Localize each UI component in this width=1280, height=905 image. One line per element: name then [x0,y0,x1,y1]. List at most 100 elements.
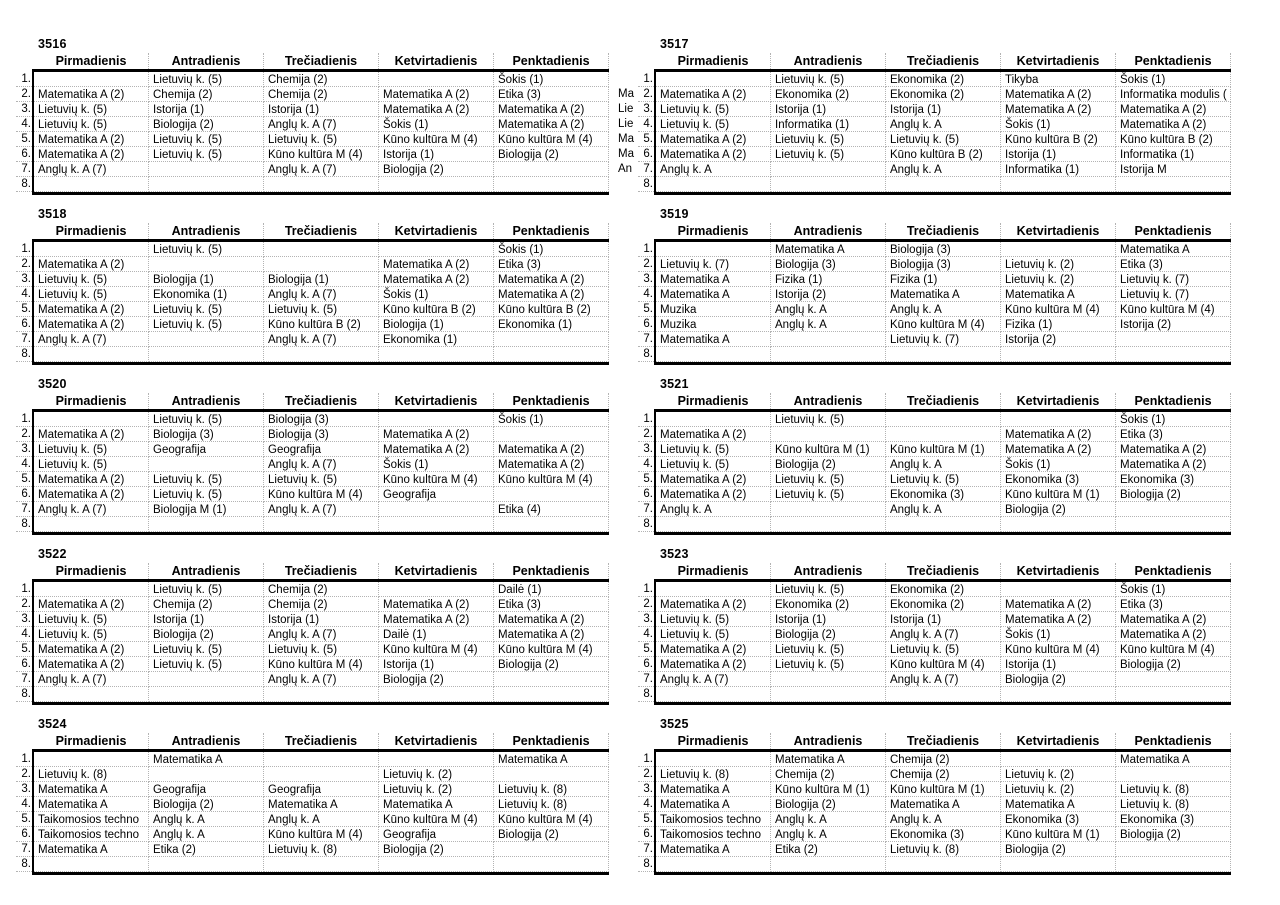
timetable-row: 6. Matematika A (2) Lietuvių k. (5) Kūno ku… [16,487,609,502]
timetable-cell [771,427,886,442]
day-header: Ketvirtadienis [1001,563,1116,579]
header-rule [654,69,1231,72]
timetable-cell: Biologija (2) [494,827,609,842]
timetable-cell: Kūno kultūra M (4) [379,642,494,657]
timetable-row: 5. Matematika A (2) Lietuvių k. (5) Lietuvi… [638,472,1231,487]
timetable-cell: Kūno kultūra M (4) [886,657,1001,672]
timetable-cell: Ekonomika (2) [771,597,886,612]
row-number: 2. [16,87,32,102]
timetable-cell: Biologija (2) [149,797,264,812]
timetable-cell [379,412,494,427]
row-number: 1. [16,582,32,597]
left-rule [654,287,656,302]
timetable-cell [34,517,149,532]
row-number: 3. [638,102,654,117]
timetable-cell [1116,332,1231,347]
timetable-cell [379,857,494,872]
timetable-cell: Taikomosios techno [34,812,149,827]
timetable-cell [149,257,264,272]
timetable-cell [886,517,1001,532]
timetable-cell: Anglų k. A [264,812,379,827]
row-number: 4. [638,117,654,132]
timetable-row: 8. [16,177,609,192]
timetable-cell: Lietuvių k. (5) [771,147,886,162]
timetable-cell: Chemija (2) [264,72,379,87]
header-rule [32,239,609,242]
timetable-cell: Kūno kultūra M (1) [886,782,1001,797]
timetable-cell: Biologija (2) [494,657,609,672]
left-rule [32,132,34,147]
timetable-cell: Matematika A (2) [494,272,609,287]
timetable-cell [886,687,1001,702]
left-rule [32,287,34,302]
timetable-cell: Matematika A (2) [1116,442,1231,457]
timetable-cell [149,517,264,532]
clipped-text-fragment: An [618,163,633,175]
timetable-cell: Lietuvių k. (7) [886,332,1001,347]
timetable-cell: Ekonomika (3) [1001,812,1116,827]
timetable-cell: Lietuvių k. (5) [34,612,149,627]
timetable-row: 5. Matematika A (2) Lietuvių k. (5) Lietuvi… [16,642,609,657]
timetable-cell: Kūno kultūra M (4) [264,147,379,162]
timetable-cell: Šokis (1) [1116,582,1231,597]
row-number: 8. [638,347,654,362]
timetable-row: 5. Matematika A (2) Lietuvių k. (5) Lietuvi… [16,132,609,147]
clipped-text-fragment: Ma [618,88,634,100]
timetable-cell: Matematika A [149,752,264,767]
timetable-block-3521: 3521 Pirmadienis Antradienis Trečiadienis K… [638,377,1231,535]
day-header: Pirmadienis [34,53,149,69]
timetable-cell: Lietuvių k. (8) [494,797,609,812]
timetable-cell: Istorija M [1116,162,1231,177]
timetable-cell [1116,672,1231,687]
row-number: 8. [16,177,32,192]
class-number: 3519 [660,207,689,221]
left-rule [32,687,34,702]
day-header: Ketvirtadienis [1001,733,1116,749]
timetable-cell [656,412,771,427]
left-rule [654,672,656,687]
left-rule [654,87,656,102]
day-header: Trečiadienis [886,393,1001,409]
timetable-row: 7. Anglų k. A (7) Anglų k. A (7) Ekonomika … [16,332,609,347]
day-header: Penktadienis [494,563,609,579]
timetable-block-3522: 3522 Pirmadienis Antradienis Trečiadienis K… [16,547,609,705]
timetable-cell: Lietuvių k. (5) [771,487,886,502]
timetable-cell: Muzika [656,317,771,332]
timetable-row: 5. Taikomosios techno Anglų k. A Anglų k. A… [16,812,609,827]
timetable-cell: Matematika A (2) [656,427,771,442]
header-rule [654,239,1231,242]
timetable-cell: Lietuvių k. (5) [656,627,771,642]
timetable-cell: Šokis (1) [1001,117,1116,132]
timetable-cell: Matematika A [1001,797,1116,812]
timetable-cell: Lietuvių k. (5) [34,442,149,457]
timetable-cell: Kūno kultūra M (4) [494,812,609,827]
timetable-cell: Matematika A (2) [34,87,149,102]
timetable-row: 1. Lietuvių k. (5) Ekonomika (2) Šokis (1) [638,582,1231,597]
row-number: 7. [16,842,32,857]
timetable-cell: Kūno kultūra M (1) [771,442,886,457]
left-rule [32,487,34,502]
timetable-cell: Kūno kultūra B (2) [264,317,379,332]
timetable-row: 1. Lietuvių k. (5) Šokis (1) [638,412,1231,427]
timetable-cell [1116,857,1231,872]
timetable-cell: Lietuvių k. (7) [1116,272,1231,287]
timetable-cell: Kūno kultūra M (1) [1001,827,1116,842]
timetable-cell: Lietuvių k. (5) [771,412,886,427]
left-rule [654,612,656,627]
left-rule [654,472,656,487]
row-number: 1. [16,242,32,257]
timetable-cell: Matematika A (2) [656,597,771,612]
timetable-cell [379,582,494,597]
timetable-cell: Matematika A (2) [379,612,494,627]
timetable-row: 6. Matematika A (2) Lietuvių k. (5) Kūno ku… [16,657,609,672]
day-header: Ketvirtadienis [379,393,494,409]
day-header: Antradienis [771,53,886,69]
left-rule [32,332,34,347]
timetable-cell: Dailė (1) [379,627,494,642]
row-number: 6. [638,657,654,672]
timetable-cell: Chemija (2) [771,767,886,782]
timetable-cell: Anglų k. A (7) [264,287,379,302]
left-rule [32,102,34,117]
timetable-cell: Istorija (1) [379,657,494,672]
timetable-row: 7. Matematika A Lietuvių k. (7) Istorija (2… [638,332,1231,347]
